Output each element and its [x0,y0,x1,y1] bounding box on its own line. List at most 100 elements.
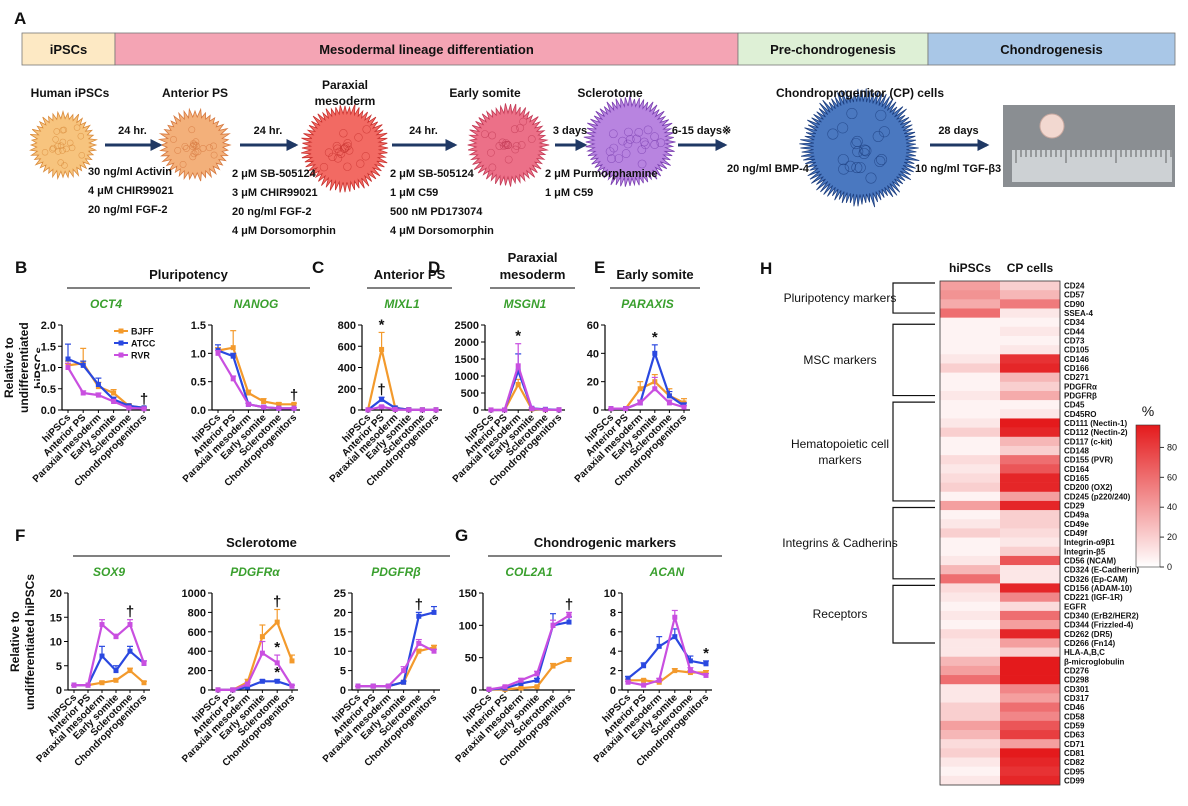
data-point [566,613,572,619]
y-tick-label: 200 [338,384,356,396]
cell-label-box: Paraxial mesoderm [314,78,376,108]
heatmap-cell [1000,427,1060,438]
cell-texture [343,162,352,171]
y-tick-label: 5 [56,661,62,673]
panel-label: H [760,259,772,278]
heatmap-cell [940,445,1000,456]
row-label: CD165 [1064,474,1089,483]
cell-texture [328,152,337,162]
cell-texture [362,125,371,134]
heatmap-cell [940,555,1000,566]
data-point [245,684,251,690]
colorbar-tick-label: 60 [1167,472,1177,482]
cell-texture [504,141,512,149]
cell-label-box: Early somite [449,86,520,100]
row-label: CD24 [1064,282,1085,291]
step-condition: 1 μM C59 [390,187,438,199]
cell-texture [498,138,507,147]
panel-label: A [14,9,26,28]
data-point [502,684,508,690]
gene-label: PARAXIS [621,297,673,311]
series-line [488,614,570,691]
y-tick-label: 2 [610,666,616,678]
cell-texture [174,146,182,154]
data-point [230,687,236,693]
heatmap-cell [940,290,1000,300]
heatmap-cell [940,400,1000,410]
cell-texture [59,138,67,146]
data-point [652,386,658,392]
y-tick-label: 10 [50,637,62,649]
y-tick-label: 0 [593,405,599,417]
annotation: † [415,596,423,613]
heatmap-cell [1000,445,1060,456]
heatmap-cell [940,473,1000,483]
colorbar-tick-label: 40 [1167,502,1177,512]
cell-texture [57,142,65,149]
stage-label: Pre-chondrogenesis [770,42,896,57]
data-point [99,622,105,628]
data-point [534,684,540,690]
cell-texture [488,131,497,140]
row-label: CD45 [1064,401,1085,410]
cell-label: Paraxial mesoderm [314,78,376,108]
data-point [542,407,548,413]
y-tick-label: 150 [459,588,477,600]
heatmap-cell [1000,473,1060,483]
heatmap-cell [940,464,1000,474]
heatmap-cell [940,308,1000,318]
heatmap-cell [940,675,1000,685]
row-label: CD271 [1064,373,1089,382]
cell-label-box: Human iPSCs [31,86,110,100]
heatmap-cell [1000,308,1060,318]
row-label: CD262 (DR5) [1064,630,1113,639]
heatmap-cell [1000,519,1060,529]
y-tick-label: 8 [610,607,616,619]
data-point [111,399,117,404]
heatmap-cell [1000,647,1060,658]
data-point [406,407,412,413]
stage-label: iPSCs [50,42,88,57]
y-tick-label: 2000 [455,337,479,349]
cell-texture [650,132,659,142]
legend-label: ATCC [131,339,156,349]
heatmap-cell [940,656,1000,667]
cell-texture [356,159,365,168]
y-axis-label-box: Relative to undifferentiated hiPSCs [2,322,40,413]
panel-title: Pluripotency [149,267,228,282]
cell-texture [875,109,887,121]
y-tick-label: 20 [587,377,599,389]
colorbar-tick-label: 80 [1167,442,1177,452]
heatmap-cell [1000,354,1060,364]
data-point [365,407,371,413]
gene-label: NANOG [234,297,279,311]
row-label: CD245 (p220/240) [1064,492,1131,501]
series-line [67,366,145,410]
data-point [623,406,629,412]
annotation: † [290,387,298,404]
data-point [80,362,86,368]
cell-texture [191,141,199,149]
data-point [127,622,133,628]
heatmap-cell [940,601,1000,612]
row-label: CD99 [1064,776,1085,785]
data-point [672,614,678,620]
row-label: CD200 (OX2) [1064,483,1113,492]
group-bracket [892,323,935,397]
heatmap-cell [940,427,1000,438]
heatmap-cell [940,739,1000,749]
y-tick-label: 20 [334,607,346,619]
heatmap-cell [940,629,1000,639]
cell-texture [57,159,65,166]
heatmap-cell [1000,464,1060,474]
cell-texture [189,143,197,150]
row-label: HLA-A,B,C [1064,648,1105,657]
heatmap-cell [1000,638,1060,648]
heatmap-cell [940,390,1000,401]
cell-texture [504,155,513,164]
legend-marker [118,340,124,346]
cell-texture [194,148,202,156]
cell-texture [510,125,519,134]
panel-title-box: Chondrogenic markers [534,535,676,550]
y-tick-label: 1.0 [41,363,56,375]
